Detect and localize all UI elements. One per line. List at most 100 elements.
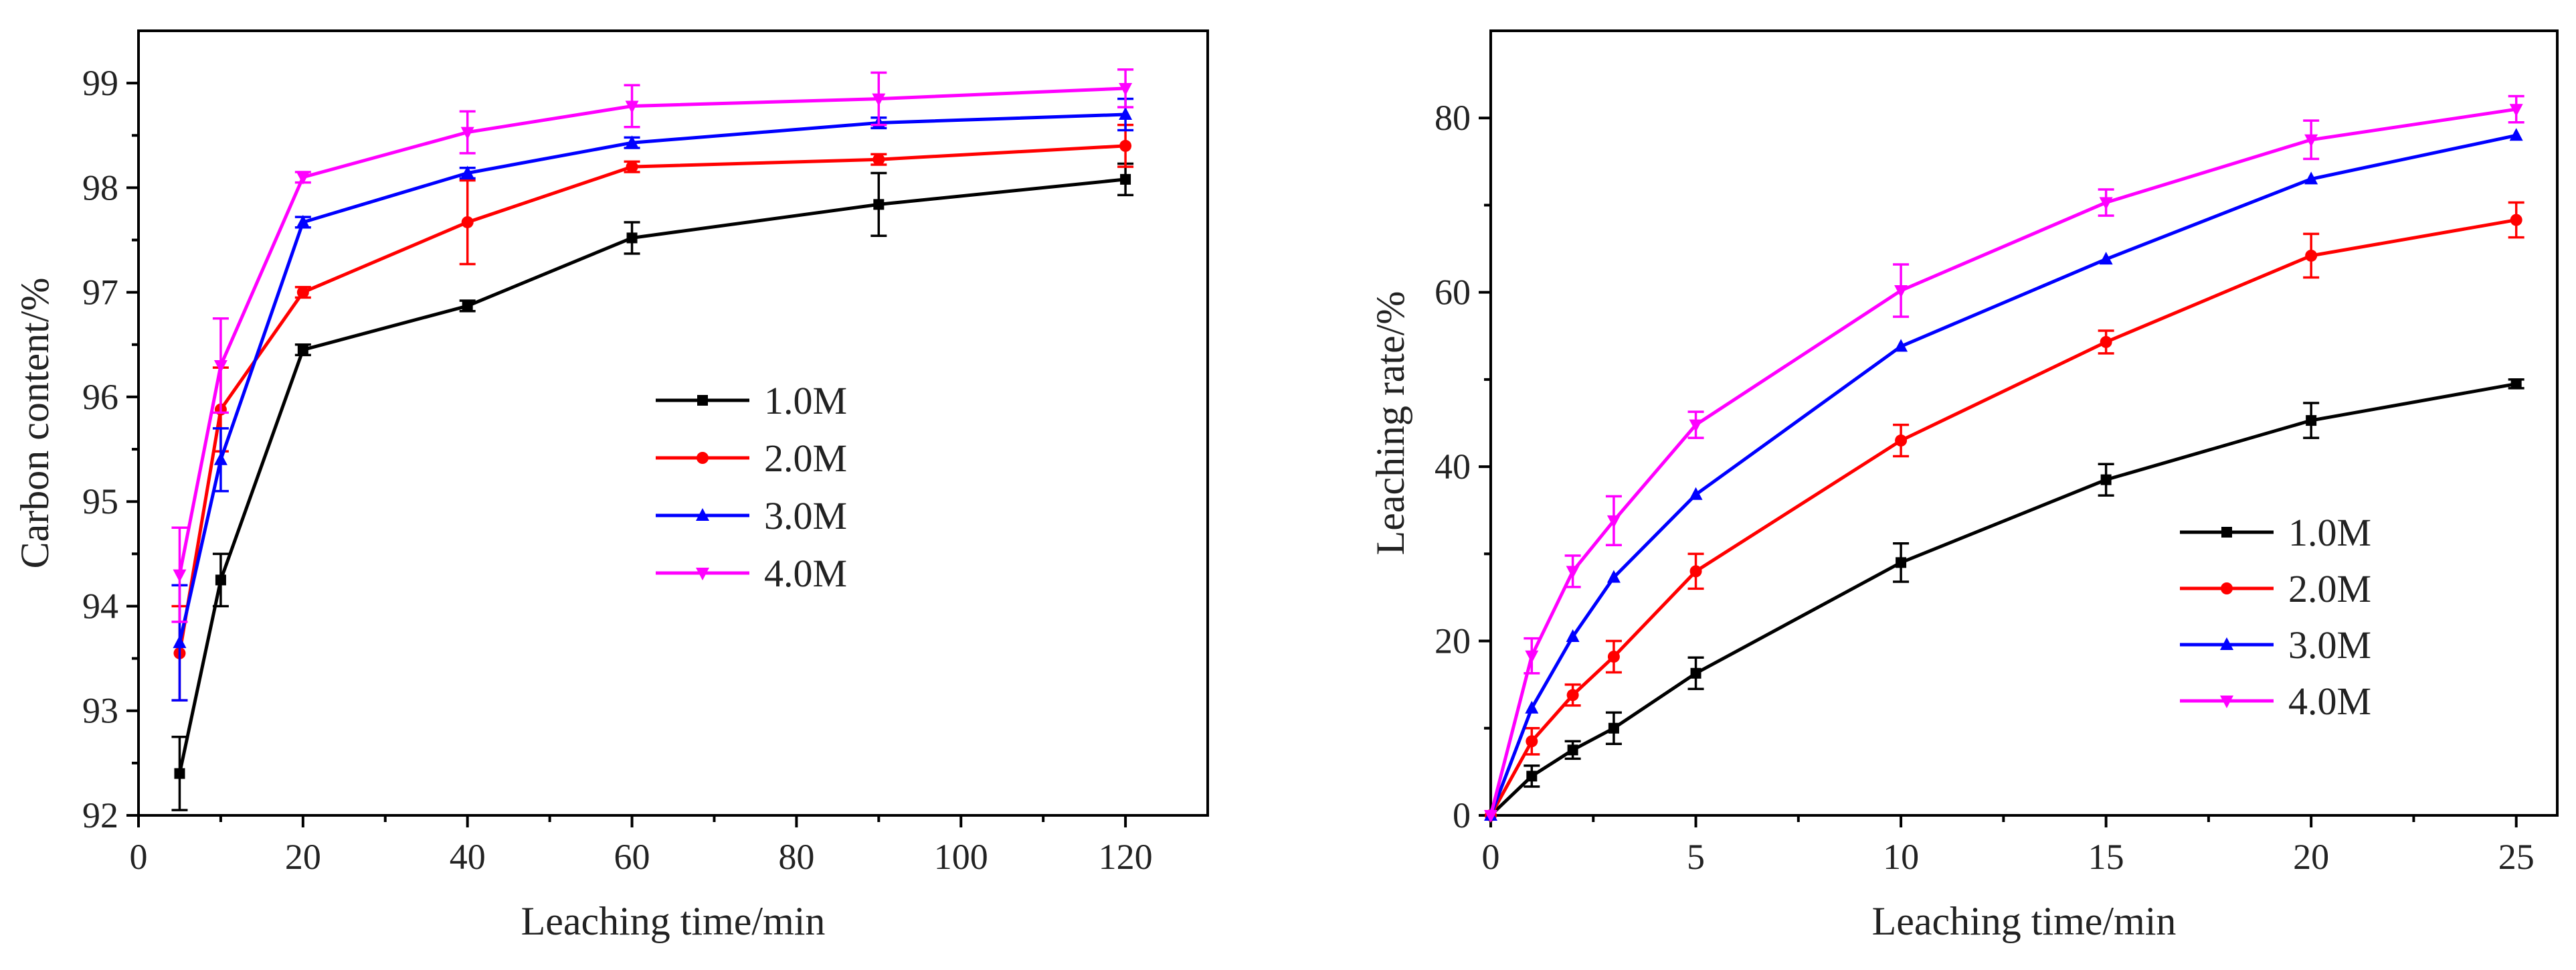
y-tick-label: 60 bbox=[1435, 272, 1471, 313]
x-tick-label: 40 bbox=[450, 837, 486, 877]
data-point bbox=[1119, 82, 1133, 96]
data-point bbox=[174, 768, 185, 779]
data-point bbox=[1896, 557, 1907, 568]
legend-label: 1.0M bbox=[2288, 511, 2371, 554]
y-tick-label: 95 bbox=[82, 481, 118, 521]
x-tick-label: 15 bbox=[2088, 837, 2124, 877]
data-point bbox=[626, 232, 638, 244]
data-point bbox=[297, 344, 308, 355]
data-point bbox=[872, 93, 886, 106]
y-tick-label: 98 bbox=[82, 167, 118, 208]
data-point bbox=[1566, 689, 1579, 702]
data-point bbox=[1894, 285, 1908, 299]
x-tick-label: 120 bbox=[1099, 837, 1153, 877]
x-tick-label: 20 bbox=[285, 837, 321, 877]
x-axis-title: Leaching time/min bbox=[1872, 899, 2177, 943]
x-tick-label: 25 bbox=[2498, 837, 2535, 877]
data-point bbox=[461, 216, 474, 228]
legend-marker bbox=[2220, 696, 2233, 708]
y-tick-label: 80 bbox=[1435, 98, 1471, 138]
data-point bbox=[1566, 629, 1580, 643]
data-point bbox=[460, 165, 474, 179]
data-point bbox=[215, 574, 226, 586]
data-point bbox=[2510, 378, 2522, 390]
data-point bbox=[2306, 415, 2317, 426]
legend-marker bbox=[2220, 637, 2233, 650]
series-line bbox=[178, 177, 1126, 775]
y-tick-label: 99 bbox=[82, 63, 118, 103]
carbon-content-chart: 0 20 40 60 80 100 120 92 93 94 95 96 97 98 99 Leaching … bbox=[13, 29, 1209, 943]
data-point bbox=[1894, 339, 1908, 352]
x-tick-label: 0 bbox=[1482, 837, 1500, 877]
x-tick-label: 20 bbox=[2293, 837, 2329, 877]
legend-marker bbox=[2221, 582, 2233, 594]
data-point bbox=[1484, 810, 1497, 823]
y-tick-label: 92 bbox=[82, 795, 118, 835]
y-tick-label: 93 bbox=[82, 691, 118, 731]
data-point bbox=[1895, 434, 1908, 447]
data-point bbox=[1120, 173, 1131, 185]
x-tick-label: 10 bbox=[1883, 837, 1919, 877]
series-4.0M bbox=[1484, 94, 2524, 823]
y-axis-title: Carbon content/% bbox=[13, 278, 57, 569]
data-point bbox=[2509, 128, 2523, 141]
data-point bbox=[1119, 107, 1133, 120]
series-3.0M bbox=[1484, 128, 2523, 821]
y-axis-title: Leaching rate/% bbox=[1368, 291, 1412, 556]
data-point bbox=[460, 127, 474, 140]
data-point bbox=[1689, 487, 1703, 500]
legend-label: 2.0M bbox=[2288, 567, 2371, 611]
data-point bbox=[1526, 735, 1538, 748]
data-point bbox=[625, 135, 639, 149]
data-point bbox=[1525, 700, 1539, 714]
series-2.0M bbox=[1485, 201, 2524, 821]
data-point bbox=[296, 286, 309, 299]
data-point bbox=[2100, 335, 2112, 348]
y-tick-label: 0 bbox=[1453, 795, 1471, 835]
series-line bbox=[178, 86, 1126, 576]
data-point bbox=[1607, 650, 1620, 663]
data-point bbox=[1119, 139, 1132, 152]
x-tick-label: 5 bbox=[1687, 837, 1705, 877]
data-point bbox=[213, 452, 227, 465]
series-1.0M bbox=[171, 162, 1134, 811]
legend-marker bbox=[2221, 527, 2232, 538]
data-point bbox=[626, 161, 638, 173]
data-point bbox=[173, 569, 187, 582]
data-point bbox=[296, 171, 310, 185]
data-point bbox=[2099, 252, 2113, 265]
data-point bbox=[1608, 722, 1619, 734]
data-point bbox=[872, 153, 885, 166]
data-point bbox=[1689, 419, 1703, 432]
x-tick-label: 100 bbox=[934, 837, 988, 877]
series-3.0M bbox=[171, 97, 1134, 702]
data-point bbox=[213, 360, 227, 374]
x-tick-label: 60 bbox=[614, 837, 650, 877]
series-line bbox=[177, 144, 1126, 654]
data-point bbox=[625, 100, 639, 114]
y-tick-label: 94 bbox=[82, 586, 118, 626]
data-point bbox=[1606, 515, 1621, 528]
y-tick-label: 96 bbox=[82, 377, 118, 417]
data-point bbox=[1566, 566, 1580, 579]
legend-marker bbox=[696, 508, 709, 521]
data-point bbox=[1690, 667, 1701, 679]
y-tick-label: 20 bbox=[1435, 621, 1471, 661]
legend-label: 3.0M bbox=[764, 494, 847, 538]
data-point bbox=[873, 199, 885, 210]
plot-frame bbox=[1489, 29, 2559, 817]
data-point bbox=[462, 300, 473, 311]
data-point bbox=[2304, 134, 2318, 147]
data-point bbox=[2510, 214, 2522, 226]
series-4.0M bbox=[171, 68, 1134, 623]
legend-label: 4.0M bbox=[2288, 679, 2371, 723]
x-tick-label: 80 bbox=[778, 837, 814, 877]
data-point bbox=[1525, 650, 1539, 663]
data-point bbox=[2304, 171, 2318, 185]
x-tick-label: 0 bbox=[130, 837, 148, 877]
leaching-rate-chart: 0 5 10 15 20 25 0 20 40 60 80 Leaching time/min Leac… bbox=[1368, 29, 2559, 943]
legend-label: 4.0M bbox=[764, 552, 847, 595]
legend-label: 2.0M bbox=[764, 436, 847, 480]
x-axis-title: Leaching time/min bbox=[521, 899, 826, 943]
